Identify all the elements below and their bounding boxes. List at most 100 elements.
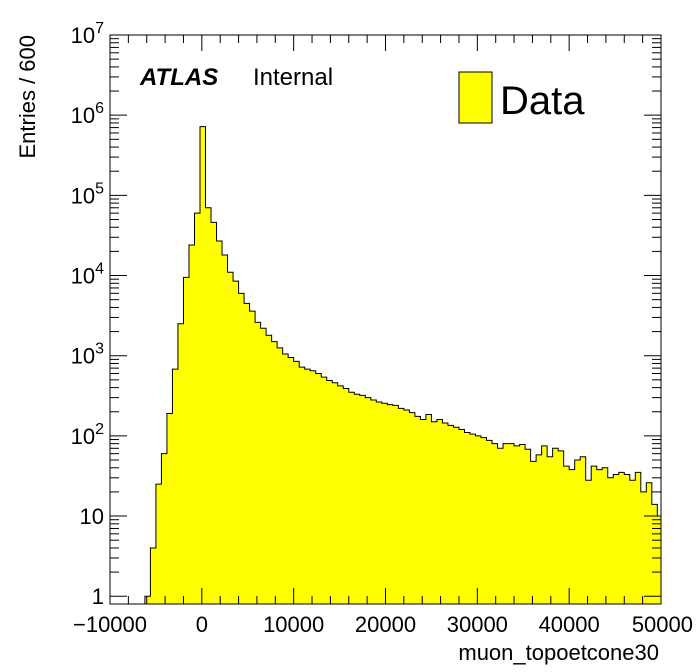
atlas-label: ATLAS [139, 64, 218, 91]
histogram-bar [536, 454, 542, 604]
legend-swatch-data [458, 71, 493, 124]
legend: Data [458, 71, 585, 124]
histogram-bar [332, 382, 339, 604]
histogram-bar [381, 403, 388, 604]
histogram-bar [447, 425, 454, 604]
histogram-bar [238, 293, 245, 604]
histogram-bar [436, 419, 443, 604]
histogram-bar [227, 272, 234, 604]
histogram-bar [640, 491, 647, 604]
histogram-bar [150, 547, 157, 604]
histogram-bar [530, 461, 537, 604]
x-tick-label: 30000 [447, 612, 508, 637]
y-axis-title: Entries / 600 [15, 35, 40, 159]
histogram-bar [266, 335, 272, 604]
histogram-bar [425, 414, 432, 604]
y-axis-tick-labels: 1 10 102 103 104 105 106 107 [71, 20, 104, 609]
histogram-bar [277, 347, 283, 604]
histogram-bars [144, 126, 662, 605]
histogram-bar [403, 410, 410, 604]
histogram-bar [293, 361, 300, 604]
histogram-bar [387, 404, 394, 604]
histogram-bar [188, 245, 195, 604]
histogram-bar [370, 400, 377, 604]
histogram-bar [442, 422, 449, 604]
histogram-bar [469, 434, 476, 604]
histogram-bar [183, 277, 190, 604]
histogram-bar [657, 516, 662, 604]
histogram-bar [464, 432, 471, 604]
histogram-bar [233, 281, 239, 604]
histogram-bar [260, 328, 267, 604]
y-tick-label: 105 [71, 180, 104, 208]
histogram-bar [486, 440, 493, 604]
histogram-bar [591, 466, 598, 604]
y-tick-label: 104 [71, 261, 104, 289]
histogram-bar [376, 401, 383, 604]
y-tick-label: 103 [71, 341, 104, 369]
x-tick-label: 50000 [632, 612, 693, 637]
histogram-bar [624, 474, 631, 604]
histogram-bar [211, 222, 217, 604]
histogram-bar [392, 405, 399, 604]
histogram-bar [155, 484, 162, 604]
histogram-bar [398, 408, 405, 604]
histogram-bar [453, 427, 460, 604]
y-tick-label: 1 [92, 584, 104, 609]
histogram-bar [249, 311, 256, 604]
histogram-bar [348, 392, 355, 604]
histogram-bar [310, 370, 317, 604]
histogram-bar [475, 435, 482, 604]
histogram-bar [629, 480, 636, 604]
histogram-bar [547, 456, 553, 604]
histogram-bar [288, 357, 294, 604]
histogram-bar [481, 437, 487, 604]
histogram-bar [359, 395, 366, 604]
histogram-bar [409, 412, 416, 604]
histogram-bar [321, 377, 328, 604]
histogram-bar [563, 466, 570, 604]
histogram-bar [144, 596, 151, 604]
atlas-sublabel: Internal [253, 64, 333, 91]
x-tick-label: 0 [196, 612, 208, 637]
legend-label-data: Data [500, 79, 585, 123]
histogram-bar [337, 385, 344, 604]
histogram-bar [635, 472, 642, 604]
x-axis-title: muon_topoetcone30 [458, 640, 659, 665]
histogram-bar [326, 380, 333, 604]
histogram-bar [161, 453, 168, 604]
x-tick-label: −10000 [73, 612, 147, 637]
histogram-outline [144, 126, 662, 604]
histogram-bar [194, 213, 201, 604]
histogram-bar [354, 394, 361, 604]
histogram-bar [580, 456, 586, 604]
x-tick-label: 20000 [355, 612, 416, 637]
histogram-bar [602, 467, 609, 604]
histogram-bar [596, 469, 603, 604]
histogram-bar [177, 323, 184, 604]
histogram-bar [222, 255, 228, 604]
x-tick-label: 40000 [539, 612, 600, 637]
histogram-bar [304, 369, 311, 604]
histogram-bar [574, 460, 581, 604]
histogram-bar [365, 397, 372, 604]
histogram-bar [172, 369, 179, 604]
histogram-bar [519, 444, 526, 604]
histogram-bar [492, 443, 498, 604]
histogram-bar [558, 450, 564, 604]
histogram-bar [458, 429, 465, 604]
x-axis-tick-labels: −10000 0 10000 20000 30000 40000 50000 [73, 612, 693, 637]
histogram-bar [271, 341, 278, 604]
histogram-bar [613, 474, 620, 604]
histogram-bar [216, 240, 223, 604]
histogram-bar [508, 443, 515, 604]
y-tick-label: 102 [71, 421, 104, 449]
histogram-bar [503, 443, 509, 604]
histogram-bar [552, 448, 559, 604]
histogram-bar [607, 477, 614, 604]
histogram-bar [299, 367, 305, 604]
y-tick-label: 10 [80, 504, 104, 529]
histogram-bar [525, 449, 531, 604]
histogram-bar [282, 354, 289, 604]
